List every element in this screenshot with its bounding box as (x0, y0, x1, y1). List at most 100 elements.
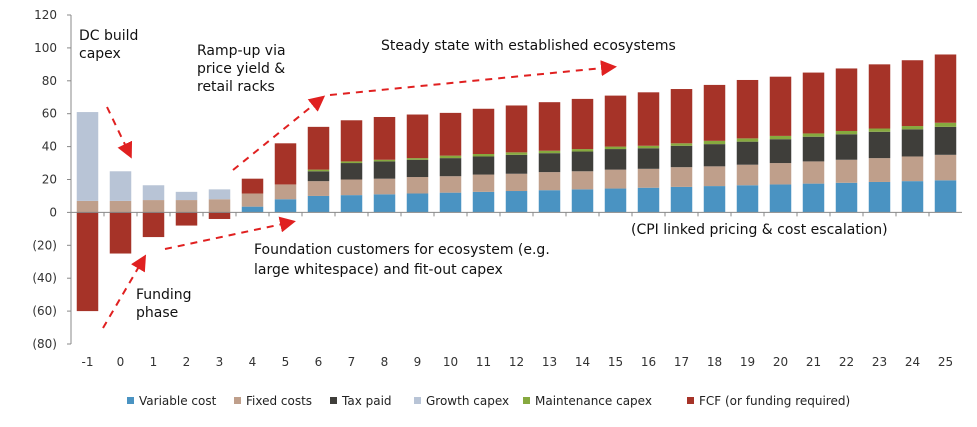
bar-segment (802, 133, 825, 137)
bar-segment (373, 159, 396, 162)
arrow-ramp-up (232, 95, 326, 171)
x-tick-label: 21 (806, 355, 821, 369)
x-tick-label: 24 (905, 355, 920, 369)
arrow-funding (102, 254, 147, 329)
legend: Variable cost Fixed costs Tax paid Growth c… (127, 394, 850, 408)
bar-segment (406, 193, 429, 213)
bar-segment (142, 185, 165, 201)
x-tick-label: 7 (348, 355, 356, 369)
bar-segment (835, 68, 858, 131)
x-tick-label: 8 (381, 355, 389, 369)
y-tick-label: 20 (42, 173, 57, 187)
bar-segment (670, 186, 693, 213)
bar-segment (703, 140, 726, 145)
bar-segment (241, 206, 264, 213)
bar-segment (769, 163, 792, 185)
bar-segment (637, 92, 660, 146)
bar-segment (571, 149, 594, 152)
bar-segment (901, 129, 924, 157)
bar-segment (571, 151, 594, 172)
x-tick-label: 18 (707, 355, 722, 369)
bar-segment (505, 154, 528, 174)
y-tick-label: (20) (32, 238, 57, 252)
bar-segment (472, 174, 495, 192)
x-tick-label: 22 (839, 355, 854, 369)
bar-segment (307, 169, 330, 172)
bar-segment (307, 181, 330, 196)
bar-segment (604, 169, 627, 189)
bar-segment (373, 178, 396, 195)
legend-swatch (523, 397, 530, 404)
x-tick-label: 12 (509, 355, 524, 369)
annotation-ramp-up: Ramp-up via price yield & retail racks (197, 43, 290, 95)
bar-segment (868, 131, 891, 159)
bar-segment (769, 76, 792, 136)
bar-segment (109, 212, 132, 254)
bar-segment (76, 212, 99, 312)
bar-segment (703, 166, 726, 187)
bar-segment (934, 54, 957, 123)
bar-segment (439, 155, 462, 159)
x-tick-label: -1 (82, 355, 94, 369)
bar-segment (505, 173, 528, 192)
legend-swatch (687, 397, 694, 404)
bar-segment (373, 116, 396, 160)
bar-segment (637, 148, 660, 169)
annotation-build-capex-line2: capex (79, 46, 121, 62)
bar-segment (109, 200, 132, 213)
bar-segment (439, 176, 462, 193)
bar-segment (670, 145, 693, 168)
bar-segment (934, 122, 957, 127)
bar-segment (208, 212, 231, 219)
bar-segment (538, 153, 561, 173)
bar-segment (340, 163, 363, 180)
arrow-build-capex (106, 106, 133, 159)
x-tick-label: 19 (740, 355, 755, 369)
bar-segment (934, 180, 957, 213)
bar-segment (736, 164, 759, 186)
bar-segment (901, 60, 924, 127)
bar-segment (340, 195, 363, 213)
y-tick-label: (40) (32, 271, 57, 285)
annotation-ramp-up-line3: retail racks (197, 79, 275, 95)
y-tick-label: 40 (42, 140, 57, 154)
bar-segment (901, 181, 924, 213)
x-tick-label: 6 (315, 355, 323, 369)
x-tick-label: 17 (674, 355, 689, 369)
bar-segment (868, 64, 891, 129)
bar-segment (736, 141, 759, 165)
annotation-foundation: Foundation customers for ecosystem (e.g.… (254, 242, 554, 278)
bar-segment (670, 167, 693, 187)
bar-segment (472, 154, 495, 157)
x-tick-label: 15 (608, 355, 623, 369)
bar-segment (736, 138, 759, 142)
x-tick-label: 0 (117, 355, 125, 369)
bar-segment (835, 159, 858, 183)
x-tick-label: 16 (641, 355, 656, 369)
bar-segment (472, 156, 495, 175)
bar-segment (571, 189, 594, 213)
annotation-ramp-up-line1: Ramp-up via (197, 43, 286, 59)
x-tick-label: 4 (249, 355, 257, 369)
bar-segment (472, 108, 495, 155)
bar-segment (868, 128, 891, 132)
y-tick-label: 100 (34, 41, 57, 55)
y-tick-label: 80 (42, 74, 57, 88)
legend-swatch (330, 397, 337, 404)
bar-segment (241, 178, 264, 194)
annotation-funding-line1: Funding (136, 287, 192, 303)
legend-label: FCF (or funding required) (699, 394, 850, 408)
bar-segment (505, 152, 528, 155)
bar-segment (802, 161, 825, 184)
annotation-foundation-line2: large whitespace) and fit-out capex (254, 262, 503, 278)
bar-segment (406, 159, 429, 178)
bar-segment (340, 161, 363, 164)
bar-segment (439, 158, 462, 177)
bar-segment (274, 199, 297, 213)
annotation-ramp-up-line2: price yield & (197, 61, 285, 77)
bar-segment (208, 199, 231, 213)
bar-segment (868, 181, 891, 213)
bar-segment (571, 98, 594, 150)
annotations: DC build capex Ramp-up via price yield &… (79, 28, 888, 321)
bar-segment (175, 200, 198, 213)
